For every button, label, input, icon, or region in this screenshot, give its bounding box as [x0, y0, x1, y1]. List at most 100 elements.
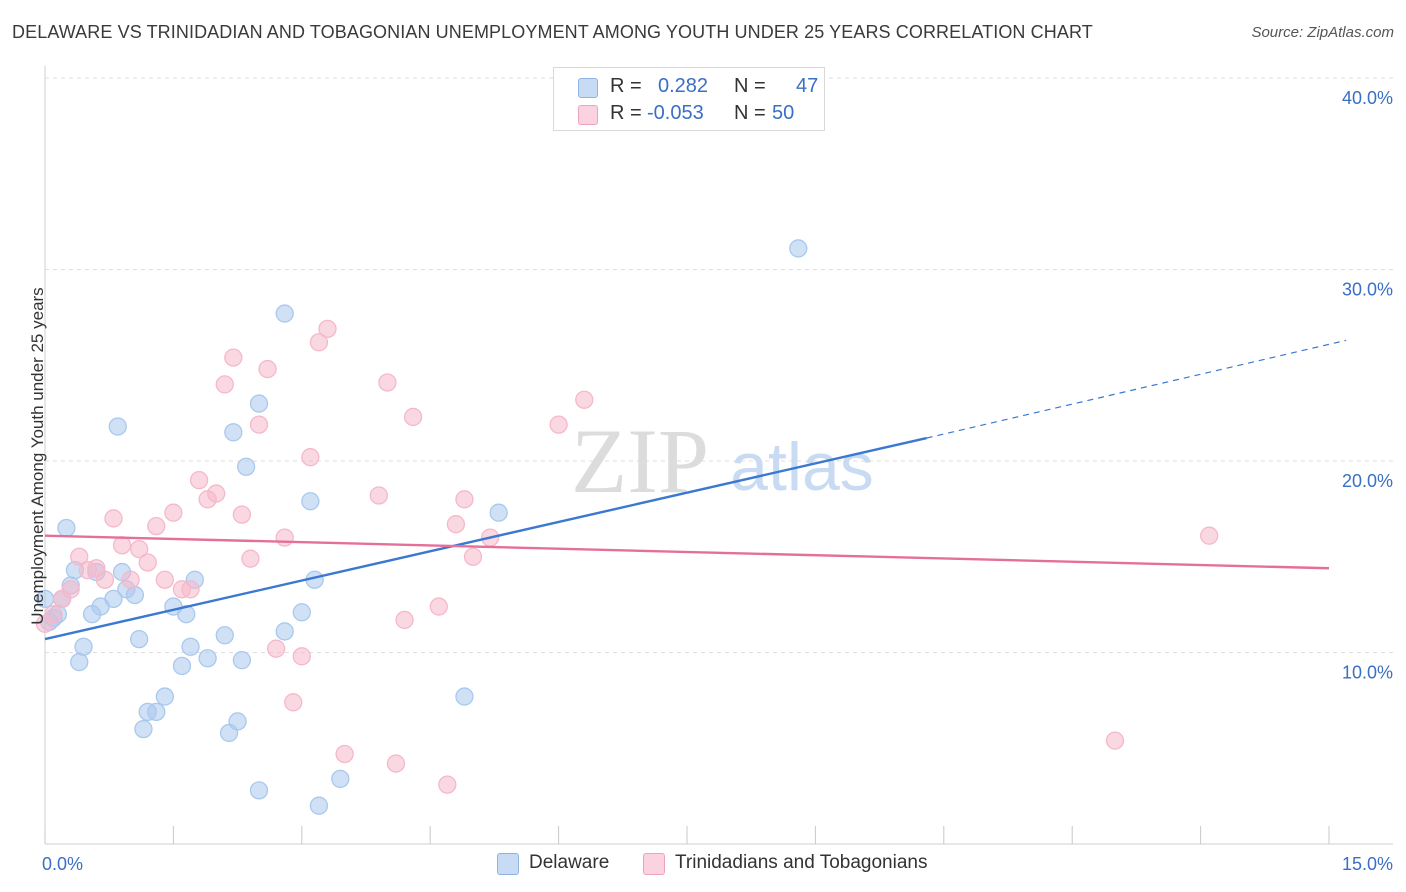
legend-r-value: 0.282	[658, 75, 709, 97]
legend-n-label: N =	[734, 102, 766, 124]
trend-line-delaware-extension	[926, 339, 1347, 439]
legend-r-label: R =	[610, 102, 642, 124]
point-trinidadian	[266, 639, 286, 658]
point-delaware	[789, 239, 808, 258]
point-delaware	[130, 629, 149, 649]
point-trinidadian	[164, 503, 183, 522]
point-delaware	[198, 649, 217, 668]
point-trinidadian	[44, 605, 63, 624]
point-trinidadian	[215, 375, 234, 394]
point-delaware	[292, 603, 311, 622]
x-tick-label: 15.0%	[1342, 854, 1393, 874]
point-trinidadian	[318, 319, 337, 339]
point-delaware	[232, 651, 252, 670]
point-delaware	[249, 781, 269, 800]
point-trinidadian	[395, 610, 414, 630]
y-axis-label: Unemployment Among Youth under 25 years	[28, 287, 47, 625]
watermark-zip: ZIP	[571, 410, 709, 512]
point-delaware	[181, 637, 200, 656]
axes	[44, 66, 1393, 845]
point-trinidadian	[429, 597, 448, 616]
point-delaware	[57, 518, 76, 538]
point-trinidadian	[104, 509, 123, 528]
trend-line-trinidadian	[44, 534, 1330, 570]
point-delaware	[147, 702, 166, 722]
point-trinidadian	[112, 536, 132, 555]
point-trinidadian	[232, 505, 252, 524]
point-trinidadian	[138, 553, 157, 572]
point-trinidadian	[549, 415, 568, 434]
point-trinidadian	[463, 547, 483, 566]
series-trinidadian-points	[35, 319, 1219, 794]
trend-line-delaware	[44, 436, 927, 641]
point-trinidadian	[378, 373, 397, 392]
legend-swatch-trinidadian	[578, 105, 598, 125]
bottom-legend-label-delaware: Delaware	[529, 852, 610, 873]
point-delaware	[215, 626, 234, 645]
point-delaware	[155, 687, 174, 706]
point-trinidadian	[446, 515, 466, 534]
point-trinidadian	[121, 570, 140, 589]
point-trinidadian	[130, 539, 149, 559]
point-trinidadian	[147, 516, 166, 536]
legend-n-label: N =	[734, 75, 766, 97]
y-tick-label: 10.0%	[1342, 663, 1393, 683]
bottom-legend-label-trinidadian: Trinidadians and Tobagonians	[675, 852, 928, 873]
point-trinidadian	[292, 647, 311, 666]
point-delaware	[275, 304, 294, 323]
y-tick-label: 20.0%	[1342, 471, 1393, 491]
point-delaware	[70, 652, 89, 672]
point-delaware	[134, 719, 153, 739]
point-trinidadian	[241, 549, 260, 568]
point-delaware	[455, 687, 474, 706]
point-delaware	[224, 423, 243, 442]
point-delaware	[275, 622, 294, 641]
x-tick-label: 0.0%	[42, 854, 83, 874]
point-trinidadian	[207, 484, 226, 503]
point-trinidadian	[155, 570, 174, 589]
point-trinidadian	[403, 407, 423, 427]
point-delaware	[172, 656, 192, 676]
legend-swatch-delaware	[578, 78, 598, 98]
point-trinidadian	[224, 348, 243, 367]
source-label: Source: ZipAtlas.com	[1251, 24, 1394, 41]
point-trinidadian	[284, 693, 303, 712]
point-trinidadian	[309, 333, 329, 352]
point-trinidadian	[386, 754, 406, 773]
point-trinidadian	[301, 448, 320, 467]
point-trinidadian	[275, 528, 294, 547]
point-delaware	[331, 769, 350, 789]
point-delaware	[237, 457, 256, 476]
legend-n-value: 47	[796, 75, 819, 97]
trend-lines	[44, 339, 1347, 641]
point-trinidadian	[181, 580, 200, 599]
point-delaware	[108, 417, 127, 436]
y-tick-label: 30.0%	[1342, 280, 1393, 300]
point-trinidadian	[189, 470, 209, 490]
point-trinidadian	[61, 580, 80, 599]
y-tick-label: 40.0%	[1342, 88, 1393, 108]
correlation-legend: R = 0.282 N = 47 R = -0.053 N = 50	[553, 67, 825, 131]
bottom-legend-swatch-trinidadian	[643, 853, 665, 875]
point-trinidadian	[249, 415, 269, 434]
point-trinidadian	[1105, 731, 1125, 750]
point-delaware	[489, 503, 508, 522]
tick-labels: 10.0% 20.0% 30.0% 40.0% 0.0% 15.0%	[42, 88, 1393, 874]
point-trinidadian	[438, 775, 457, 794]
legend-r-label: R =	[610, 75, 642, 97]
point-trinidadian	[258, 359, 277, 379]
chart-title: DELAWARE VS TRINIDADIAN AND TOBAGONIAN U…	[12, 22, 1093, 42]
point-delaware	[228, 712, 247, 731]
point-delaware	[309, 796, 329, 815]
point-trinidadian	[369, 486, 388, 505]
point-trinidadian	[335, 744, 354, 764]
bottom-legend-swatch-delaware	[497, 853, 519, 875]
point-trinidadian	[575, 390, 594, 409]
point-trinidadian	[95, 570, 115, 589]
point-delaware	[104, 589, 123, 609]
point-delaware	[249, 394, 269, 413]
point-delaware	[125, 585, 145, 605]
point-trinidadian	[1200, 526, 1219, 545]
legend-n-value: 50	[772, 102, 795, 124]
